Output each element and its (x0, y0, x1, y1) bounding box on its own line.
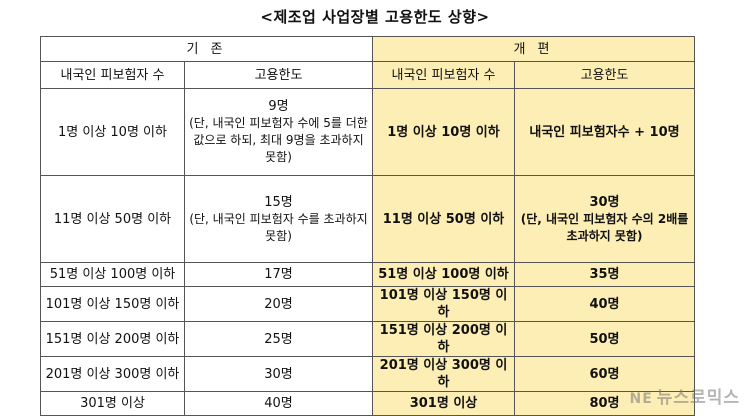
watermark-logo: NE 뉴스로믹스 (630, 383, 740, 408)
new-quota-cell: 35명 (514, 262, 695, 287)
old-quota-cell: 30명 (184, 356, 373, 392)
new-quota-cell: 50명 (514, 321, 695, 357)
new-workers-cell: 101명 이상 150명 이하 (372, 286, 515, 322)
old-workers-cell: 101명 이상 150명 이하 (40, 286, 185, 322)
old-quota-cell: 9명 (단, 내국인 피보험자 수에 5를 더한 값으로 하되, 최대 9명을 … (184, 88, 373, 176)
new-quota-cell: 30명 (단, 내국인 피보험자 수의 2배를 초과하지 못함) (514, 175, 695, 263)
table-row: 51명 이상 100명 이하 17명 51명 이상 100명 이하 35명 (40, 262, 695, 287)
new-workers-cell: 11명 이상 50명 이하 (372, 175, 515, 263)
new-quota-main: 내국인 피보험자수 + 10명 (529, 124, 680, 140)
old-quota-main: 15명 (264, 194, 293, 210)
old-quota-cell: 25명 (184, 321, 373, 357)
old-quota-cell: 15명 (단, 내국인 피보험자 수를 초과하지 못함) (184, 175, 373, 263)
col-header-old-workers: 내국인 피보험자 수 (40, 61, 185, 89)
col-header-new-workers: 내국인 피보험자 수 (372, 61, 515, 89)
quota-table: 기 존 개 편 내국인 피보험자 수 고용한도 내국인 피보험자 수 고용한도 … (40, 36, 695, 416)
old-workers-cell: 11명 이상 50명 이하 (40, 175, 185, 263)
old-workers-cell: 51명 이상 100명 이하 (40, 262, 185, 287)
table-row: 301명 이상 40명 301명 이상 80명 (40, 391, 695, 416)
table-row: 101명 이상 150명 이하 20명 101명 이상 150명 이하 40명 (40, 286, 695, 322)
section-new-header: 개 편 (372, 36, 695, 62)
new-quota-cell: 60명 (514, 356, 695, 392)
old-workers-cell: 301명 이상 (40, 391, 185, 416)
old-workers-cell: 151명 이상 200명 이하 (40, 321, 185, 357)
new-workers-cell: 301명 이상 (372, 391, 515, 416)
watermark-mark: NE (629, 391, 653, 407)
new-quota-cell: 40명 (514, 286, 695, 322)
section-header-row: 기 존 개 편 (40, 36, 695, 62)
old-quota-cell: 20명 (184, 286, 373, 322)
old-workers-cell: 201명 이상 300명 이하 (40, 356, 185, 392)
old-quota-note: (단, 내국인 피보험자 수를 초과하지 못함) (189, 211, 368, 243)
old-quota-cell: 40명 (184, 391, 373, 416)
new-workers-cell: 51명 이상 100명 이하 (372, 262, 515, 287)
new-workers-cell: 201명 이상 300명 이하 (372, 356, 515, 392)
new-quota-main: 30명 (589, 194, 620, 210)
new-workers-cell: 1명 이상 10명 이하 (372, 88, 515, 176)
table-row: 11명 이상 50명 이하 15명 (단, 내국인 피보험자 수를 초과하지 못… (40, 175, 695, 263)
page-title: <제조업 사업장별 고용한도 상향> (260, 8, 490, 26)
new-workers-cell: 151명 이상 200명 이하 (372, 321, 515, 357)
table-row: 201명 이상 300명 이하 30명 201명 이상 300명 이하 60명 (40, 356, 695, 392)
new-quota-note: (단, 내국인 피보험자 수의 2배를 초과하지 못함) (520, 211, 689, 243)
column-header-row: 내국인 피보험자 수 고용한도 내국인 피보험자 수 고용한도 (40, 61, 695, 89)
section-old-header: 기 존 (40, 36, 373, 62)
watermark-text: 뉴스로믹스 (656, 388, 740, 408)
col-header-new-quota: 고용한도 (514, 61, 695, 89)
old-quota-note: (단, 내국인 피보험자 수에 5를 더한 값으로 하되, 최대 9명을 초과하… (189, 116, 368, 164)
old-quota-cell: 17명 (184, 262, 373, 287)
new-quota-cell: 내국인 피보험자수 + 10명 (514, 88, 695, 176)
table-row: 1명 이상 10명 이하 9명 (단, 내국인 피보험자 수에 5를 더한 값으… (40, 88, 695, 176)
table-row: 151명 이상 200명 이하 25명 151명 이상 200명 이하 50명 (40, 321, 695, 357)
col-header-old-quota: 고용한도 (184, 61, 373, 89)
old-quota-main: 9명 (268, 99, 289, 114)
old-workers-cell: 1명 이상 10명 이하 (40, 88, 185, 176)
